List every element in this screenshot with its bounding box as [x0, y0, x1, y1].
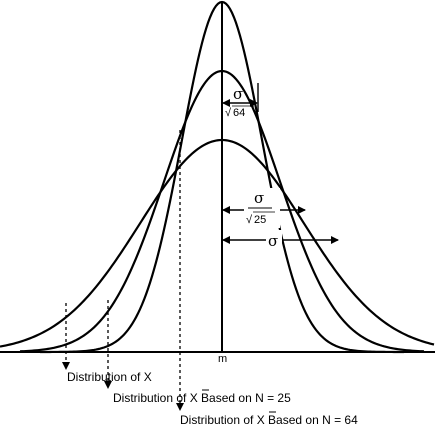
svg-text:√: √: [225, 107, 232, 119]
sigma-25-numerator: σ: [254, 189, 264, 207]
sigma-64-numerator: σ: [233, 85, 243, 103]
distribution-n64-curve: [40, 0, 404, 354]
distribution-x-curve: [0, 138, 435, 348]
x-bar-n64: X: [257, 413, 265, 427]
svg-text:√: √: [246, 214, 253, 226]
label-dist-n64: Distribution of X Based on N = 64: [180, 413, 358, 427]
sigma-25-denominator: 25: [254, 214, 266, 226]
mean-label: m: [218, 353, 227, 365]
x-bar-n25: X: [190, 391, 198, 405]
bracket-sigma: σ: [222, 230, 339, 250]
label-dist-n25: Distribution of X Based on N = 25: [113, 391, 291, 405]
sigma-64-denominator: 64: [233, 107, 245, 119]
bracket-sigma-over-sqrt25: σ √ 25: [222, 188, 306, 228]
distribution-n25-curve: [19, 69, 425, 353]
bracket-sigma-over-sqrt64: σ √ 64: [222, 83, 259, 119]
sigma-population: σ: [268, 232, 278, 250]
label-dist-x: Distribution of X: [67, 370, 152, 384]
